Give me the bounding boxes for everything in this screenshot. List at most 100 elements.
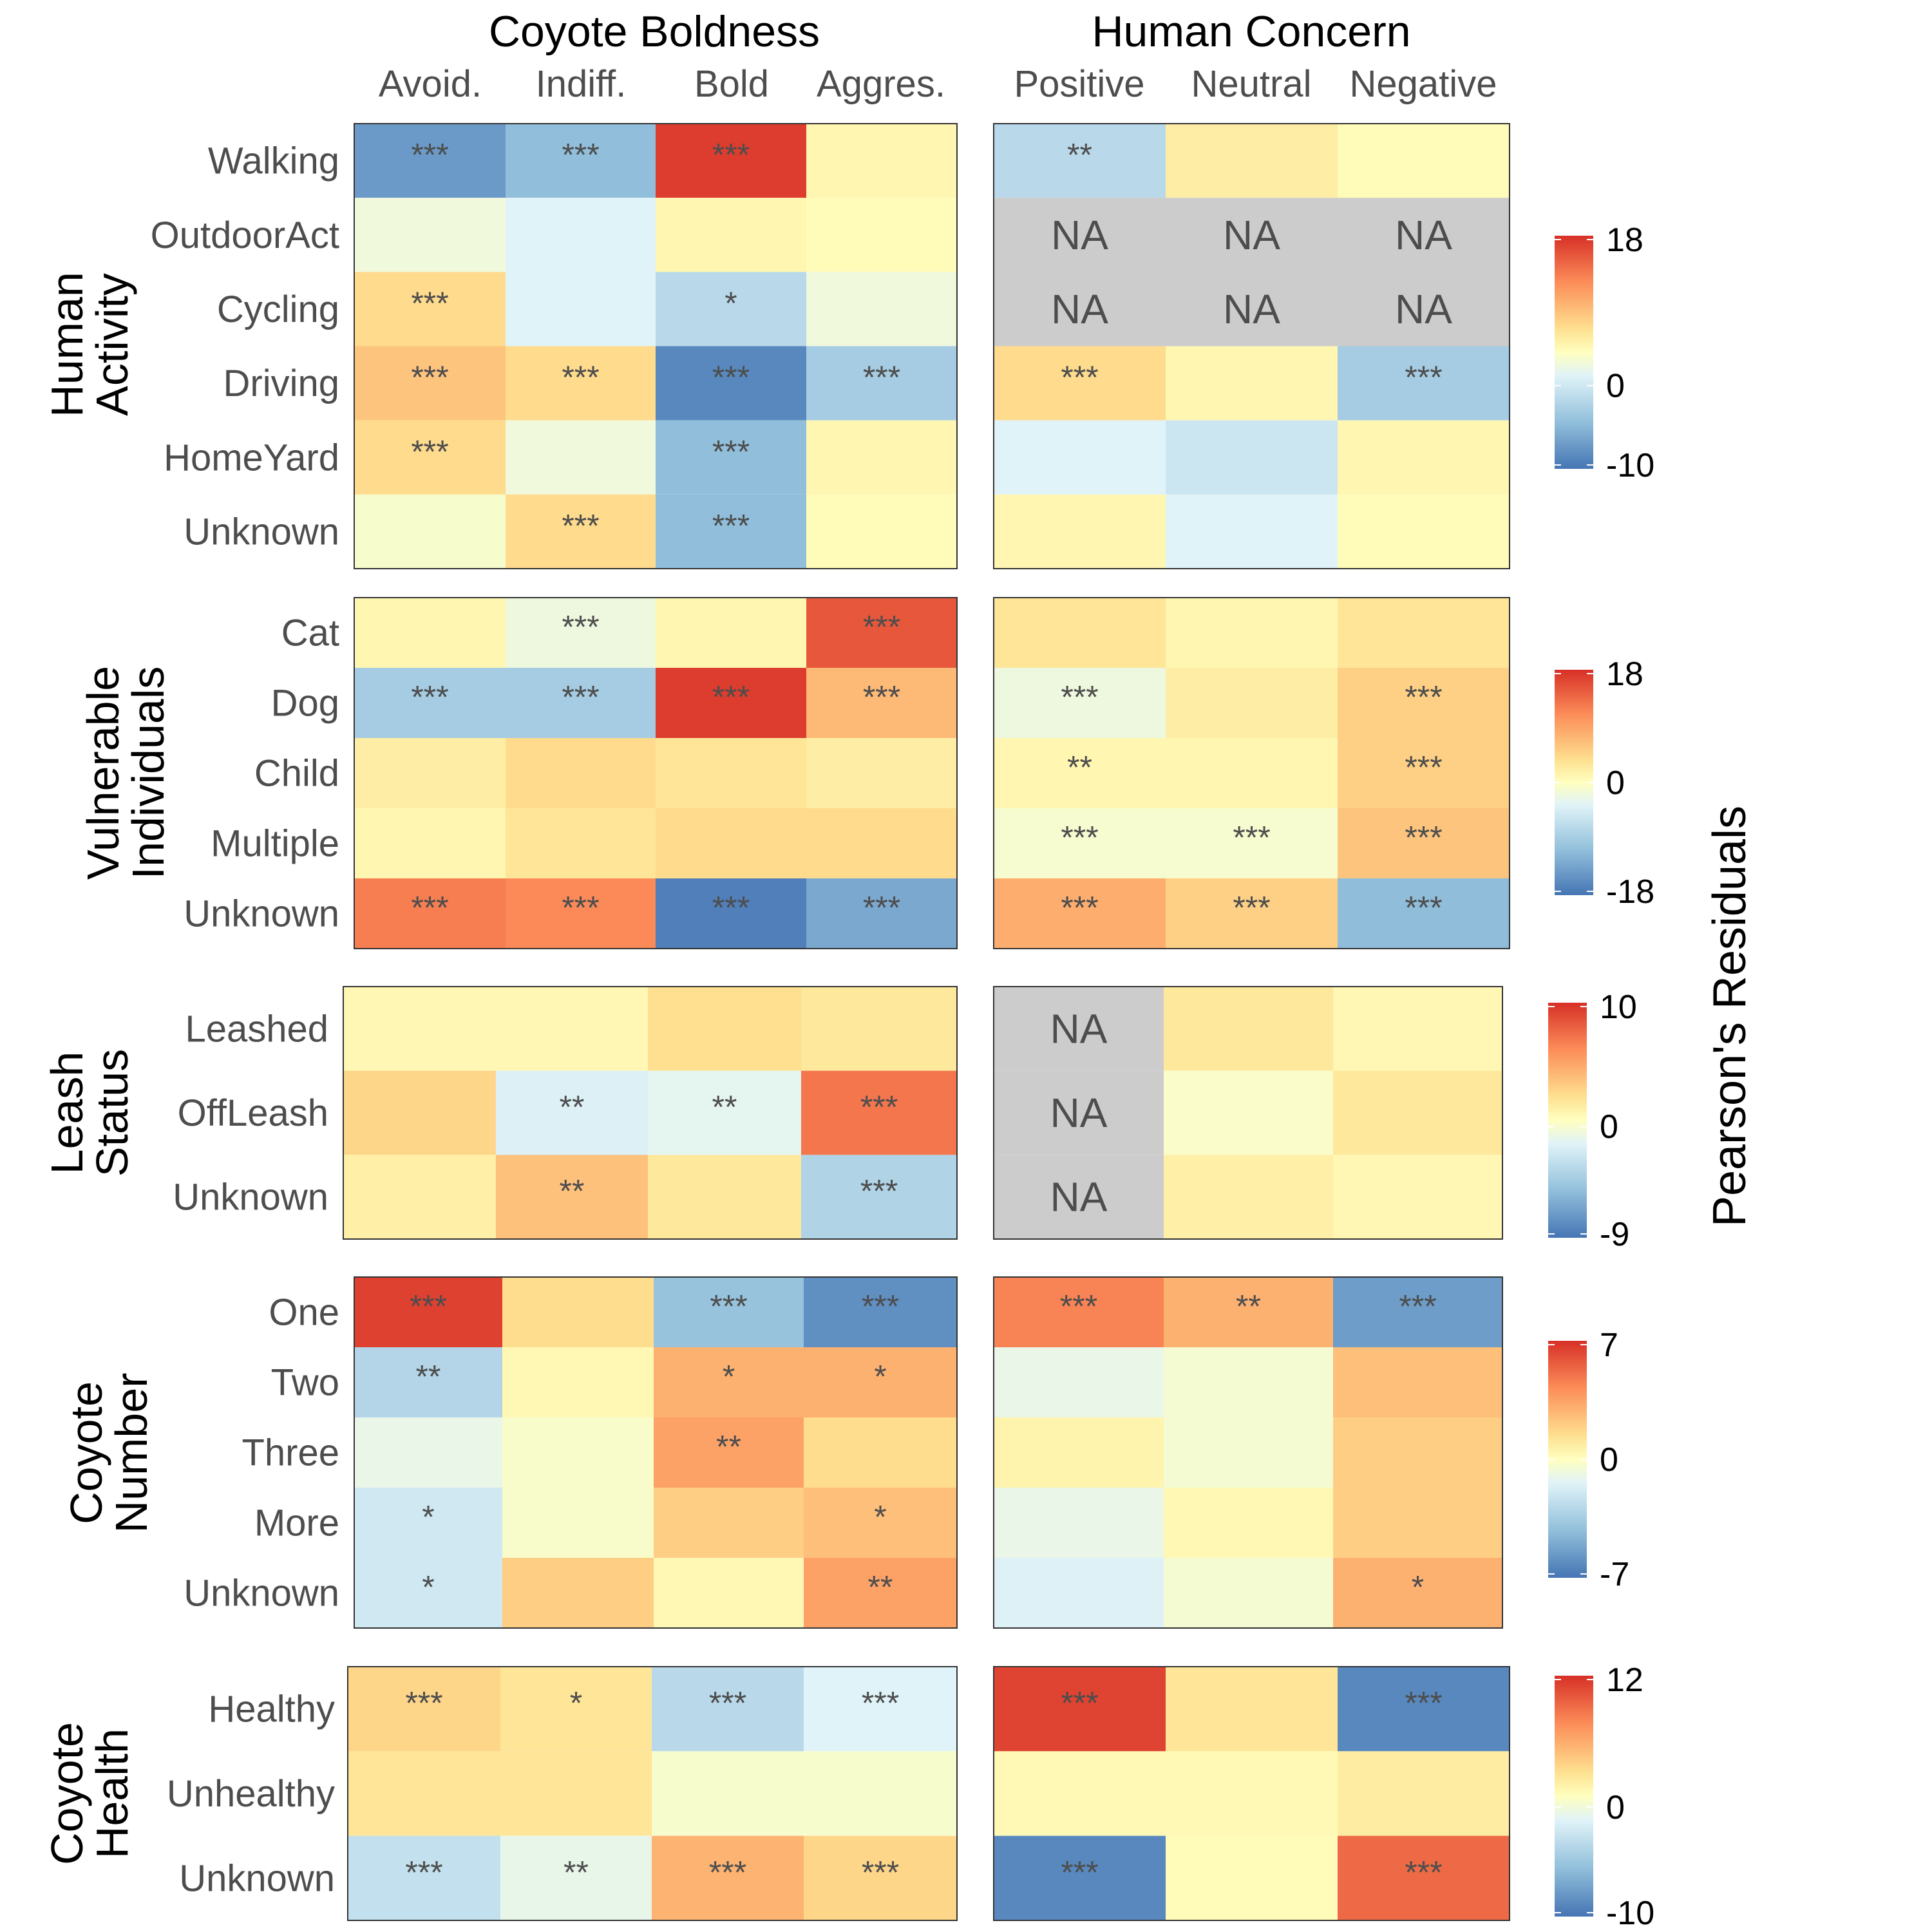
concern-na-label: NA — [1050, 1174, 1108, 1220]
concern-significance-mark: *** — [1060, 1289, 1097, 1325]
boldness-significance-mark: *** — [411, 359, 448, 395]
boldness-panel-border — [343, 986, 958, 1240]
concern-cell-one-negative — [1333, 1277, 1502, 1347]
boldness-cell-more-aggres- — [804, 1488, 957, 1558]
concern-cell-cycling-neutral — [1166, 272, 1338, 346]
boldness-cell-unknown-avoid- — [354, 494, 506, 569]
boldness-significance-mark: *** — [405, 1685, 442, 1721]
concern-significance-mark: ** — [1067, 137, 1092, 173]
concern-cell-walking-negative — [1338, 124, 1510, 198]
group-label-coyote-number: CoyoteNumber — [61, 1373, 156, 1533]
boldness-cell-multiple-indiff- — [506, 808, 656, 878]
boldness-significance-mark: *** — [862, 1685, 899, 1721]
concern-panel-border — [993, 123, 1510, 569]
boldness-significance-mark: *** — [863, 890, 900, 926]
concern-cell-unknown-positive — [994, 494, 1166, 569]
row-label-homeyard: HomeYard — [164, 437, 339, 478]
boldness-cell-three-aggres- — [804, 1417, 957, 1488]
row-label-walking: Walking — [208, 140, 339, 182]
boldness-cell-homeyard-indiff- — [506, 420, 656, 495]
concern-cell-unknown-negative — [1333, 1155, 1502, 1239]
concern-cell-more-positive — [994, 1488, 1164, 1558]
boldness-cell-three-bold — [654, 1417, 804, 1488]
boldness-cell-healthy-bold — [652, 1667, 804, 1752]
row-label-unhealthy: Unhealthy — [167, 1773, 335, 1815]
boldness-significance-mark: *** — [863, 609, 900, 645]
legend-tick-label: -7 — [1600, 1556, 1629, 1593]
group-label-vulnerable-individuals: VulnerableIndividuals — [78, 666, 173, 880]
boldness-significance-mark: *** — [411, 285, 448, 321]
concern-significance-mark: *** — [1405, 820, 1442, 856]
panel-leash-status: ** ** ***** ***NANANALeashedOffLeashUnknown… — [42, 986, 1637, 1253]
boldness-cell-unknown-avoid- — [354, 878, 506, 949]
boldness-cell-dog-aggres- — [806, 668, 957, 738]
boldness-cell-unknown-indiff- — [496, 1155, 648, 1239]
row-label-child: Child — [254, 753, 339, 795]
concern-cell-unknown-negative — [1338, 878, 1510, 949]
boldness-cell-unknown-avoid- — [343, 1155, 496, 1239]
boldness-cell-multiple-bold — [656, 808, 806, 878]
boldness-panel-border — [354, 1276, 958, 1629]
concern-cell-leashed-positive — [994, 987, 1164, 1071]
row-label-healthy: Healthy — [208, 1689, 335, 1730]
boldness-cell-unknown-aggres- — [804, 1835, 957, 1920]
row-label-three: Three — [242, 1432, 339, 1474]
boldness-cell-child-aggres- — [806, 738, 957, 808]
boldness-cell-driving-bold — [656, 346, 806, 421]
boldness-significance-mark: *** — [411, 137, 448, 173]
boldness-cell-unknown-aggres- — [806, 494, 957, 569]
boldness-cell-leashed-bold — [648, 987, 801, 1071]
boldness-cell-homeyard-bold — [656, 420, 806, 495]
concern-cell-homeyard-positive — [994, 420, 1166, 495]
concern-cell-unknown-negative — [1338, 494, 1510, 569]
boldness-cell-unknown-bold — [654, 1558, 804, 1628]
concern-cell-three-negative — [1333, 1417, 1502, 1488]
concern-cell-offleash-positive — [994, 1070, 1164, 1155]
concern-significance-mark: *** — [1405, 359, 1442, 395]
panel-coyote-health: *** * *** ****** ** *** ****** ****** ***Healthy… — [42, 1662, 1654, 1932]
row-label-outdooract: OutdoorAct — [151, 214, 339, 256]
concern-cell-unknown-positive — [994, 1155, 1164, 1239]
group-label-coyote-health: CoyoteHealth — [42, 1722, 137, 1865]
boldness-significance-mark: * — [724, 285, 737, 321]
boldness-cell-unknown-bold — [648, 1155, 801, 1239]
concern-cell-unknown-positive — [994, 878, 1166, 949]
concern-na-label: NA — [1051, 212, 1108, 258]
concern-cell-driving-neutral — [1166, 346, 1338, 421]
boldness-cell-two-avoid- — [354, 1347, 502, 1417]
boldness-significance-mark: * — [874, 1359, 886, 1395]
concern-cell-healthy-negative — [1338, 1667, 1510, 1752]
boldness-cell-unknown-bold — [656, 878, 806, 949]
boldness-significance-mark: *** — [411, 433, 448, 469]
row-label-unknown: Unknown — [184, 511, 339, 553]
concern-significance-mark: ** — [1067, 750, 1092, 786]
concern-cell-more-negative — [1333, 1488, 1502, 1558]
legend-tick-label: 0 — [1600, 1441, 1618, 1479]
legend-tick-label: 12 — [1606, 1662, 1643, 1699]
boldness-cell-healthy-indiff- — [500, 1667, 652, 1752]
legend-tick-label: 0 — [1600, 1108, 1618, 1146]
boldness-cell-driving-aggres- — [806, 346, 957, 421]
concern-cell-unknown-negative — [1338, 1835, 1510, 1920]
concern-cell-multiple-positive — [994, 808, 1166, 878]
row-label-cat: Cat — [281, 612, 339, 654]
concern-cell-homeyard-neutral — [1166, 420, 1338, 495]
concern-cell-healthy-positive — [994, 1667, 1166, 1752]
boldness-cell-cat-avoid- — [354, 598, 506, 668]
row-label-unknown: Unknown — [173, 1177, 328, 1218]
boldness-significance-mark: *** — [410, 1289, 447, 1325]
boldness-cell-dog-indiff- — [506, 668, 656, 738]
boldness-significance-mark: *** — [562, 890, 599, 926]
concern-cell-cycling-positive — [994, 272, 1166, 346]
boldness-significance-mark: * — [874, 1499, 886, 1535]
legend-tick-label: 18 — [1606, 656, 1643, 693]
boldness-cell-two-aggres- — [804, 1347, 957, 1417]
row-label-unknown: Unknown — [184, 1573, 339, 1615]
boldness-significance-mark: *** — [562, 359, 599, 395]
concern-significance-mark: *** — [1405, 1685, 1442, 1721]
boldness-significance-mark: *** — [712, 507, 750, 544]
boldness-cell-leashed-aggres- — [801, 987, 957, 1071]
concern-na-label: NA — [1223, 286, 1280, 332]
boldness-cell-unknown-bold — [656, 494, 806, 569]
concern-significance-mark: *** — [1233, 820, 1270, 856]
